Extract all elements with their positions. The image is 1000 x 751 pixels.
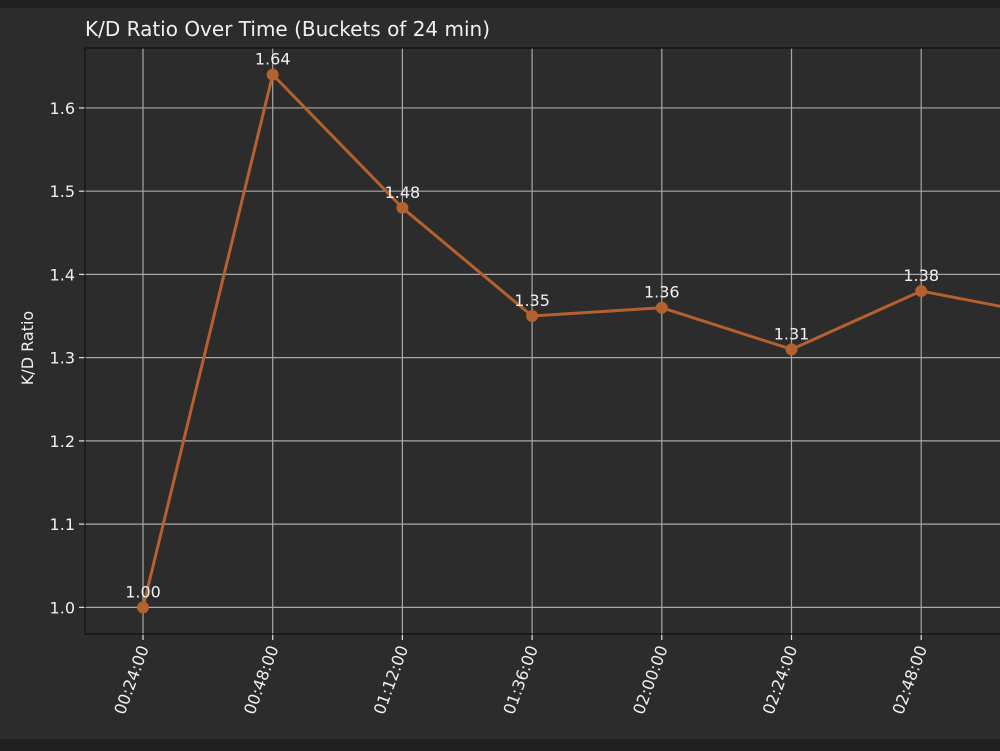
data-point — [655, 301, 668, 314]
data-labels-layer: 1.00 1.64 1.48 1.35 1.36 1.31 1.38 — [125, 50, 939, 602]
kd-ratio-line-chart: 1.0 1.1 1.2 1.3 1.4 1.5 1.6 00:24:00 00:48:00 01:… — [18, 17, 1000, 717]
y-tick-label: 1.4 — [50, 265, 75, 284]
chart-figure: 1.0 1.1 1.2 1.3 1.4 1.5 1.6 00:24:00 00:48:00 01:… — [0, 8, 1000, 739]
data-point — [785, 343, 798, 356]
y-tick-label: 1.2 — [50, 432, 75, 451]
y-tick-label: 1.1 — [50, 515, 75, 534]
data-label: 1.31 — [774, 324, 810, 343]
data-label: 1.00 — [125, 582, 161, 601]
data-point — [396, 201, 409, 214]
x-tick-label: 00:48:00 — [240, 643, 282, 717]
data-point — [266, 68, 279, 81]
chart-title: K/D Ratio Over Time (Buckets of 24 min) — [85, 17, 490, 41]
data-point — [526, 310, 539, 323]
axes-layer: 1.0 1.1 1.2 1.3 1.4 1.5 1.6 00:24:00 00:48:00 01:… — [50, 47, 1000, 717]
data-label: 1.48 — [385, 183, 421, 202]
x-tick-label: 02:24:00 — [759, 643, 801, 717]
y-tick-label: 1.3 — [50, 349, 75, 368]
data-label: 1.35 — [514, 291, 550, 310]
y-tick-label: 1.0 — [50, 598, 75, 617]
y-axis-label: K/D Ratio — [18, 311, 37, 385]
x-tick-label: 01:36:00 — [499, 643, 541, 717]
y-tick-label: 1.6 — [50, 99, 75, 118]
x-tick-label: 02:48:00 — [889, 643, 931, 717]
data-label: 1.38 — [903, 266, 939, 285]
grid-layer — [85, 48, 1000, 634]
data-point — [137, 601, 149, 614]
series-line — [141, 73, 1000, 608]
data-label: 1.64 — [255, 50, 291, 69]
data-point — [915, 285, 928, 298]
x-tick-label: 01:12:00 — [370, 643, 412, 717]
x-tick-label: 00:24:00 — [110, 643, 152, 717]
y-tick-label: 1.5 — [50, 182, 75, 201]
series-layer — [137, 68, 1000, 614]
data-label: 1.36 — [644, 283, 680, 302]
x-tick-label: 02:00:00 — [629, 643, 671, 717]
